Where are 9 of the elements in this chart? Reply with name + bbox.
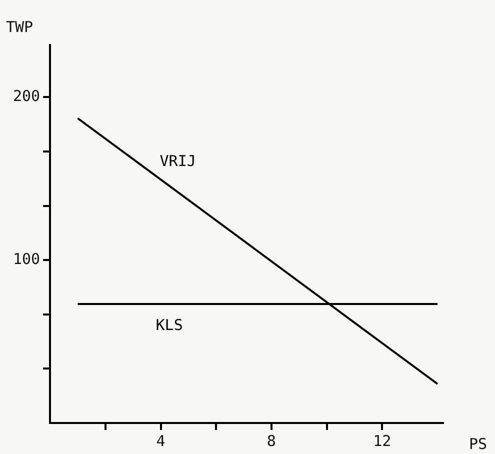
y-tick-label: 200 (13, 87, 40, 106)
series-label: VRIJ (160, 152, 196, 170)
y-tick-label: 100 (13, 250, 40, 268)
x-tick-label: 8 (266, 432, 276, 450)
y-axis-title: TWP (6, 18, 34, 36)
x-axis-title: PS (469, 434, 488, 453)
series-label: KLS (156, 316, 183, 334)
x-tick-label: 12 (373, 432, 392, 450)
x-tick-label: 4 (156, 432, 166, 450)
